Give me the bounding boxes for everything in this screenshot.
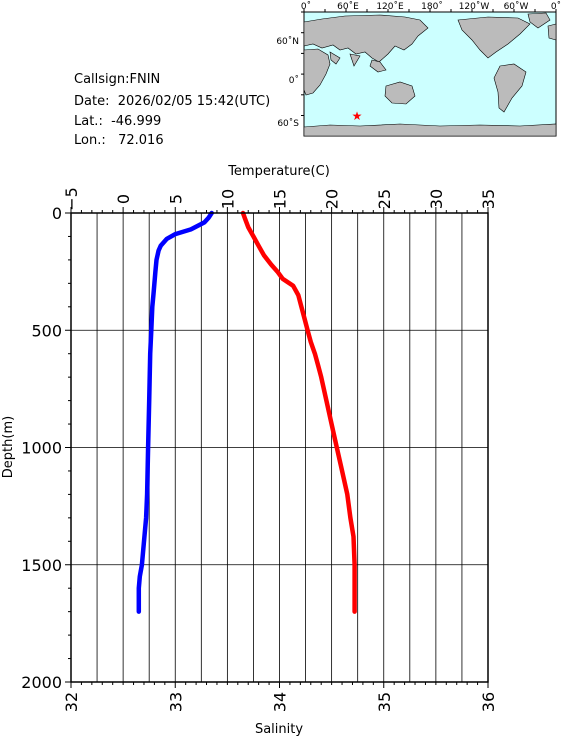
temperature-tick-label: 20 [323, 189, 342, 209]
chart-ticks [65, 207, 489, 688]
land-europe-wrap [547, 23, 557, 41]
depth-tick-label: 2000 [21, 673, 62, 692]
depth-tick-label: 0 [52, 204, 62, 223]
temperature-tick-label: 35 [479, 189, 498, 209]
temperature-tick-label: 30 [427, 189, 446, 209]
map-lon-label: 120˚E [376, 1, 404, 12]
map-lat-label: 60˚N [276, 36, 299, 47]
map-lon-label: 120˚W [459, 1, 490, 12]
date-text: Date: 2026/02/05 15:42(UTC) [74, 94, 271, 109]
salinity-tick-label: 35 [375, 692, 394, 712]
star-icon: ★ [352, 109, 363, 123]
temperature-tick-label: 15 [271, 189, 290, 209]
map-lon-label: 60˚W [504, 1, 529, 12]
land-eurasia [303, 14, 429, 63]
salinity-axis-title: Salinity [255, 722, 303, 736]
depth-tick-label: 1500 [21, 556, 62, 575]
temperature-tick-label: −5 [62, 187, 81, 211]
temperature-axis-title: Temperature(C) [227, 164, 330, 179]
map-land [303, 12, 557, 137]
chart-grid [70, 212, 489, 683]
map-lat-label: 60˚S [277, 118, 299, 129]
longitude-text: Lon.: 72.016 [74, 133, 164, 148]
land-india [349, 53, 361, 67]
depth-tick-label: 500 [31, 321, 62, 340]
depth-tick-label: 1000 [21, 439, 62, 458]
temperature-profile-line [240, 210, 357, 614]
map-lon-label: 0˚ [551, 1, 561, 12]
land-seasia [369, 59, 387, 73]
map-frame-ticks [301, 9, 557, 116]
land-north-america [457, 16, 531, 59]
map-lon-label: 180˚ [421, 1, 443, 12]
temperature-tick-label: 0 [114, 194, 133, 204]
callsign-text: Callsign:FNIN [74, 72, 161, 87]
salinity-profile-line [136, 210, 214, 614]
salinity-tick-label: 32 [62, 692, 81, 712]
land-australia [384, 81, 416, 105]
map-lon-label: 60˚E [337, 1, 359, 12]
land-south-america [493, 63, 527, 113]
salinity-tick-label: 33 [166, 692, 185, 712]
map-lon-label: 0˚ [301, 1, 311, 12]
temperature-tick-label: 10 [218, 189, 237, 209]
salinity-tick-label: 36 [479, 692, 498, 712]
land-antarctica [303, 123, 557, 137]
chart-series [136, 210, 357, 614]
salinity-tick-label: 34 [271, 692, 290, 712]
land-africa [303, 48, 331, 96]
map-lat-label: 0˚ [289, 75, 299, 86]
temperature-tick-label: 25 [375, 189, 394, 209]
depth-axis-title: Depth(m) [1, 416, 16, 478]
land-greenland [527, 12, 551, 29]
temperature-tick-label: 5 [166, 194, 185, 204]
land-arabia [329, 51, 341, 65]
latitude-text: Lat.: -46.999 [74, 114, 162, 129]
